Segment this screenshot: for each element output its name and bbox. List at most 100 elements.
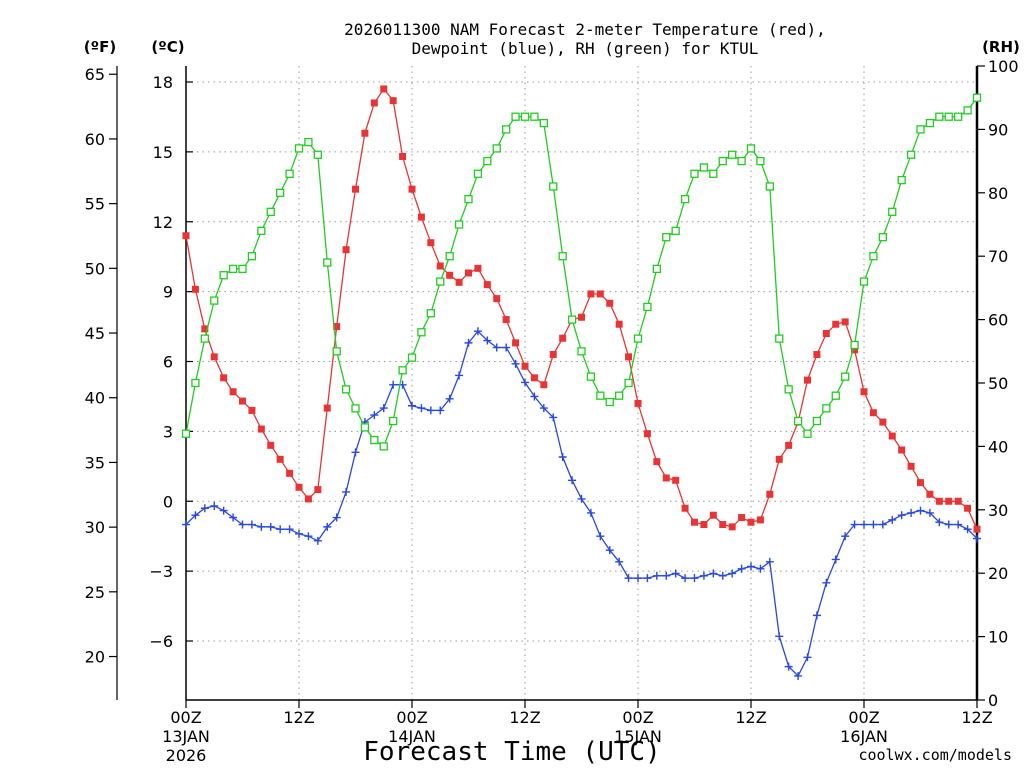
- rh-point: [464, 194, 473, 204]
- temperature-point: [436, 262, 444, 270]
- dewpoint-point: [756, 564, 765, 573]
- temperature-point: [474, 264, 482, 272]
- dewpoint-point: [200, 504, 209, 513]
- dewpoint-point: [907, 508, 916, 517]
- rh-point: [370, 435, 379, 445]
- dewpoint-point: [229, 513, 238, 522]
- rh-tick-label: 70: [988, 247, 1008, 266]
- temperature-point: [201, 325, 209, 333]
- dewpoint-point: [530, 392, 539, 401]
- temperature-point: [625, 353, 633, 361]
- fahrenheit-tick-label: 30: [85, 518, 105, 537]
- dewpoint-point: [182, 520, 190, 529]
- temperature-point: [926, 490, 934, 498]
- dewpoint-point: [247, 520, 256, 529]
- fahrenheit-tick-label: 20: [85, 648, 105, 667]
- rh-point: [341, 385, 351, 394]
- temperature-point: [465, 269, 472, 277]
- dewpoint-point: [304, 532, 313, 541]
- rh-point: [652, 264, 661, 274]
- rh-point: [313, 150, 322, 159]
- dewpoint-point: [210, 501, 219, 510]
- rh-point: [690, 169, 699, 178]
- dewpoint-point: [586, 508, 595, 517]
- celsius-tick-label: 12: [153, 213, 173, 232]
- rh-point: [718, 156, 727, 166]
- dewpoint-point: [445, 394, 454, 403]
- temperature-point: [446, 271, 454, 279]
- temperature-point: [267, 441, 275, 449]
- temperature-point: [352, 185, 359, 193]
- temperature-point: [248, 406, 256, 414]
- dewpoint-series: [182, 327, 981, 680]
- temperature-point: [766, 490, 774, 498]
- temperature-point: [879, 418, 887, 426]
- x-tick-label: 12Z: [509, 708, 540, 727]
- dewpoint-point: [803, 653, 812, 662]
- temperature-point: [747, 518, 755, 526]
- temperature-point: [728, 523, 736, 531]
- temperature-point: [813, 351, 821, 359]
- rh-point: [586, 372, 596, 381]
- dewpoint-point: [860, 520, 868, 529]
- temperature-point: [606, 299, 614, 307]
- dewpoint-point: [219, 506, 228, 515]
- dewpoint-point: [295, 529, 303, 538]
- rh-unit-label: (RH): [982, 38, 1020, 56]
- rh-point: [916, 125, 925, 134]
- fahrenheit-tick-label: 60: [85, 130, 105, 149]
- temperature-point: [220, 374, 228, 382]
- rh-point: [398, 366, 407, 375]
- rh-point: [765, 182, 774, 191]
- celsius-tick-label: 6: [163, 353, 173, 372]
- temperature-point: [483, 281, 491, 289]
- dewpoint-point: [549, 413, 558, 422]
- rh-point: [925, 118, 935, 128]
- dewpoint-point: [737, 564, 746, 573]
- fahrenheit-tick-label: 45: [85, 324, 105, 343]
- rh-line: [185, 97, 978, 448]
- rh-point: [407, 353, 417, 362]
- rh-point: [596, 391, 605, 400]
- celsius-tick-label: −3: [149, 562, 173, 581]
- rh-point: [888, 207, 897, 216]
- dewpoint-point: [408, 401, 416, 410]
- temperature-point: [964, 504, 972, 512]
- rh-point: [643, 302, 652, 312]
- temperature-point: [182, 232, 190, 240]
- rh-point: [200, 334, 209, 343]
- dewpoint-point: [389, 380, 398, 389]
- temperature-point: [399, 153, 407, 161]
- temperature-point: [455, 278, 463, 286]
- dewpoint-point: [935, 518, 944, 527]
- dewpoint-point: [502, 343, 511, 352]
- rh-point: [549, 182, 558, 191]
- rh-point: [831, 391, 840, 400]
- rh-tick-label: 0: [988, 691, 998, 710]
- fahrenheit-tick-label: 65: [85, 65, 105, 84]
- temperature-point: [672, 476, 680, 484]
- dewpoint-point: [191, 511, 200, 520]
- rh-point: [436, 277, 445, 286]
- dewpoint-point: [473, 327, 482, 336]
- dewpoint-point: [812, 611, 821, 620]
- celsius-tick-label: 0: [163, 492, 173, 511]
- fahrenheit-tick-label: 40: [85, 389, 105, 408]
- rh-point: [454, 220, 464, 229]
- celsius-tick-label: 18: [153, 73, 173, 92]
- rh-point: [671, 226, 680, 235]
- temperature-point: [295, 483, 303, 491]
- rh-point: [897, 175, 906, 185]
- dewpoint-point: [370, 411, 379, 420]
- rh-point: [567, 315, 577, 324]
- x-date-label: 14JAN: [388, 727, 436, 746]
- temperature-point: [314, 486, 322, 494]
- rh-point: [257, 226, 266, 235]
- temperature-point: [530, 374, 538, 382]
- temperature-point: [596, 290, 604, 298]
- rh-point: [332, 347, 341, 356]
- temperature-point: [521, 362, 529, 370]
- temperature-point: [700, 521, 708, 529]
- dewpoint-point: [643, 574, 652, 583]
